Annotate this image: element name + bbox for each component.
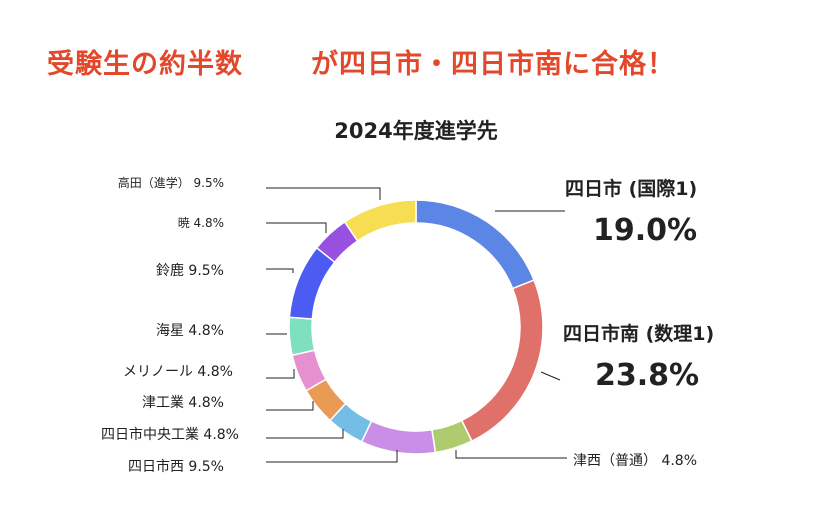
donut-slice	[460, 279, 544, 443]
donut-slice	[288, 246, 336, 320]
slice-label: メリノール 4.8%	[123, 364, 233, 380]
leader-line	[266, 401, 314, 411]
slice-label: 四日市西 9.5%	[128, 458, 224, 475]
leader-line	[266, 369, 295, 379]
slice-label: 暁 4.8%	[178, 216, 224, 230]
chart-title: 2024年度進学先	[334, 119, 498, 143]
leader-line	[455, 450, 567, 459]
slice-label: 四日市南 (数理1)	[563, 322, 714, 345]
leader-line	[266, 429, 344, 439]
leader-line	[266, 268, 294, 273]
slice-label: 鈴鹿 9.5%	[156, 262, 224, 279]
slice-label: 四日市 (国際1)	[565, 177, 697, 200]
leader-line	[266, 450, 398, 463]
leader-line	[266, 222, 327, 233]
leader-line	[266, 187, 381, 200]
slice-value: 19.0%	[593, 213, 697, 248]
slice-value: 23.8%	[595, 358, 699, 393]
donut-slice	[415, 199, 536, 290]
donut-slice	[288, 316, 316, 357]
headline-highlight: 受験生の約半数	[47, 49, 243, 80]
donut-slice	[360, 419, 437, 455]
slice-label: 海星 4.8%	[156, 323, 224, 339]
donut-slice	[343, 199, 417, 242]
headline: 受験生の約半数 が四日市・四日市南に合格！	[0, 42, 832, 82]
slice-label: 高田（進学） 9.5%	[118, 175, 224, 190]
leader-line	[540, 371, 561, 381]
slice-label: 津西（普通） 4.8%	[573, 453, 697, 469]
slice-label: 津工業 4.8%	[142, 395, 224, 411]
headline-text: が四日市・四日市南に合格！	[311, 49, 675, 80]
slice-label: 四日市中央工業 4.8%	[101, 426, 239, 443]
